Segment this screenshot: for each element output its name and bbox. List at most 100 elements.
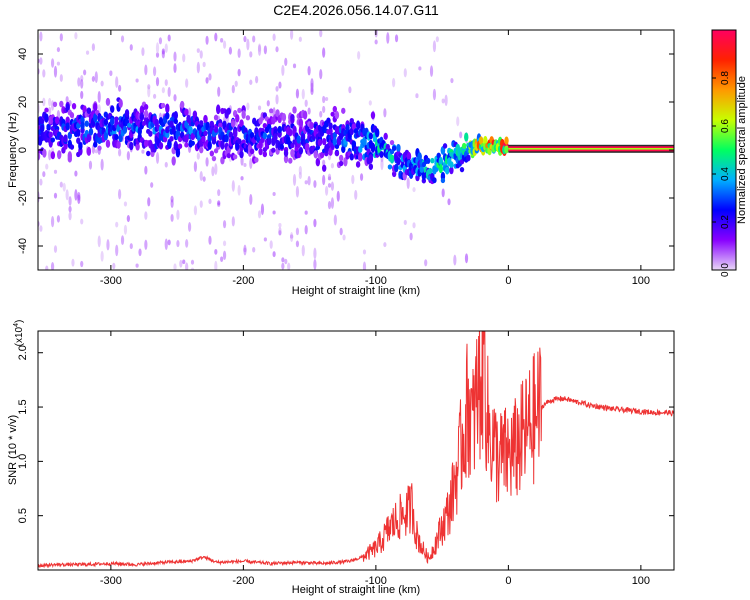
spectrogram-cell bbox=[88, 127, 94, 136]
spectrogram-cell bbox=[394, 163, 399, 173]
spectrogram-cell bbox=[196, 48, 200, 53]
spectrogram-cell bbox=[150, 182, 154, 188]
spectrogram-cell bbox=[243, 35, 247, 43]
spectrogram-cell bbox=[39, 225, 43, 232]
spectrogram-cell bbox=[429, 65, 434, 77]
spectrogram-cell bbox=[355, 120, 361, 131]
spectrogram-cell bbox=[88, 160, 93, 170]
spectrogram-cell bbox=[292, 106, 297, 114]
spectrogram-cell bbox=[313, 247, 317, 260]
spectrogram-cell bbox=[322, 47, 326, 58]
spectrogram-cell bbox=[77, 77, 81, 87]
spectrogram-cell bbox=[67, 151, 73, 161]
bottom-x-tick-label-3: 0 bbox=[505, 575, 511, 587]
spectrogram-cell bbox=[281, 257, 285, 263]
spectrogram-cell bbox=[209, 150, 215, 157]
spectrogram-cell bbox=[295, 227, 300, 236]
spectrogram-cell bbox=[120, 35, 125, 43]
spectrogram-cell bbox=[173, 63, 177, 74]
spectrogram-cell bbox=[396, 143, 401, 152]
spectrogram-cell bbox=[176, 209, 180, 221]
spectrogram-cell bbox=[277, 125, 282, 134]
spectrogram-cell bbox=[319, 30, 323, 38]
spectrogram-cell bbox=[326, 117, 331, 124]
spectrogram-cell bbox=[418, 66, 422, 71]
spectrogram-cell bbox=[292, 173, 297, 186]
spectrogram-cell bbox=[464, 253, 469, 264]
spectrogram-cell bbox=[42, 171, 46, 178]
spectrogram-cell bbox=[173, 263, 177, 270]
spectrogram-cell bbox=[231, 216, 235, 227]
spectrogram-cell bbox=[334, 144, 340, 150]
spectrogram-cell bbox=[298, 118, 304, 127]
spectrogram-cell bbox=[202, 61, 206, 68]
spectrogram-cell bbox=[139, 114, 145, 120]
spectrogram-cell bbox=[97, 90, 101, 103]
spectrogram-cell bbox=[235, 114, 240, 123]
spectrogram-cell bbox=[279, 144, 284, 150]
spectrogram-cell bbox=[80, 218, 84, 225]
spectrogram-cell bbox=[160, 102, 166, 109]
spectrogram-cell bbox=[296, 135, 301, 144]
spectrogram-cell bbox=[114, 133, 119, 141]
spectrogram-cell bbox=[123, 201, 128, 207]
spectrogram-cell bbox=[196, 61, 200, 74]
spectrogram-cell bbox=[436, 152, 441, 159]
spectrogram-cell bbox=[120, 235, 125, 245]
colorbar-tick-label-4: 0.8 bbox=[720, 71, 731, 85]
spectrogram-cell bbox=[126, 151, 130, 161]
spectrogram-cell bbox=[190, 267, 195, 270]
spectrogram-cell bbox=[68, 211, 72, 221]
spectrogram-cell bbox=[478, 136, 484, 145]
spectrogram-cell bbox=[385, 143, 390, 150]
spectrogram-cell bbox=[48, 131, 53, 138]
spectrogram-cell bbox=[449, 166, 454, 175]
spectrogram-cell bbox=[301, 88, 305, 100]
spectrogram-cell bbox=[295, 88, 300, 99]
spectrogram-cell bbox=[283, 154, 289, 164]
spectrogram-cell bbox=[459, 166, 465, 173]
spectrogram-cell bbox=[240, 156, 244, 166]
spectrogram-cell bbox=[53, 192, 58, 199]
spectrogram-cell bbox=[53, 245, 58, 253]
spectrogram-cell bbox=[175, 148, 181, 158]
spectrogram-cell bbox=[324, 96, 329, 102]
spectrogram-cell bbox=[77, 191, 81, 201]
spectrogram-cell bbox=[45, 265, 49, 270]
spectrogram-cell bbox=[155, 52, 160, 58]
spectrogram-cell bbox=[353, 128, 359, 135]
spectrogram-cell bbox=[444, 94, 448, 107]
spectrogram-cell bbox=[169, 135, 174, 142]
spectrogram-cell bbox=[313, 150, 318, 159]
spectrogram-cell bbox=[237, 184, 241, 196]
spectrogram-cell bbox=[56, 47, 61, 53]
spectrogram-cell bbox=[65, 96, 69, 103]
spectrogram-cell bbox=[249, 131, 255, 139]
spectrogram-cell bbox=[396, 156, 401, 166]
spectrogram-cell bbox=[50, 137, 56, 143]
spectrogram-cell bbox=[211, 166, 215, 177]
spectrogram-cell bbox=[343, 157, 348, 167]
spectrogram-cell bbox=[322, 95, 326, 104]
spectrogram-cell bbox=[362, 249, 367, 255]
spectrogram-cell bbox=[275, 109, 280, 118]
spectrogram-cell bbox=[148, 130, 153, 137]
spectrogram-cell bbox=[257, 44, 262, 56]
spectrogram-cell bbox=[504, 146, 509, 154]
spectrogram-cell bbox=[324, 185, 329, 196]
bottom-x-tick-label-0: -300 bbox=[100, 575, 122, 587]
spectrogram-cell bbox=[263, 237, 267, 242]
spectrogram-cell bbox=[118, 148, 122, 157]
spectrogram-cell bbox=[342, 234, 346, 241]
spectrogram-cell bbox=[78, 142, 83, 150]
spectrogram-cell bbox=[290, 142, 295, 149]
spectrogram-cell bbox=[330, 163, 335, 169]
spectrogram-cell bbox=[428, 167, 433, 175]
spectrogram-cell bbox=[190, 132, 195, 141]
spectrogram-cell bbox=[59, 181, 63, 188]
spectrogram-cell bbox=[59, 33, 63, 42]
spectrogram-cell bbox=[146, 150, 151, 157]
spectrogram-cell bbox=[370, 142, 376, 152]
spectrogram-cell bbox=[341, 145, 346, 153]
spectrogram-cell bbox=[304, 180, 308, 185]
